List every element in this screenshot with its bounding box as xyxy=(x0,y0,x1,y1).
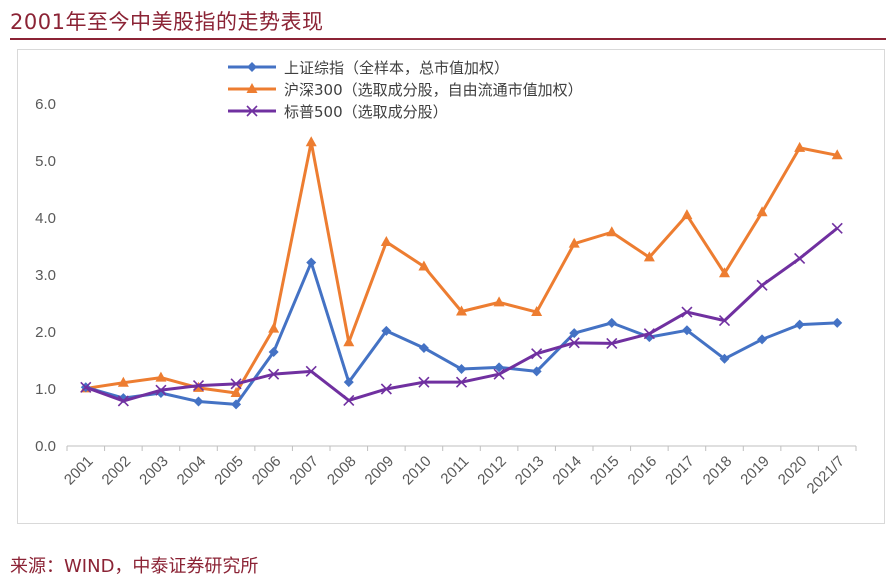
data-point xyxy=(531,306,543,317)
legend-entry: 沪深300（选取成分股，自由流通市值加权） xyxy=(284,81,583,99)
data-point xyxy=(719,353,730,364)
data-point xyxy=(531,348,543,360)
title-divider xyxy=(10,38,886,40)
data-point xyxy=(643,328,655,340)
data-point xyxy=(381,325,392,336)
y-tick-label: 2.0 xyxy=(35,324,56,341)
x-tick-label: 2001 xyxy=(61,453,97,489)
x-tick-label: 2005 xyxy=(211,453,247,489)
data-point xyxy=(494,362,505,373)
x-tick-label: 2014 xyxy=(549,453,585,489)
x-tick-label: 2002 xyxy=(99,453,135,489)
y-tick-label: 5.0 xyxy=(35,153,56,170)
data-point xyxy=(568,337,580,349)
data-point xyxy=(230,378,242,390)
y-tick-label: 3.0 xyxy=(35,267,56,284)
data-point xyxy=(268,322,280,333)
data-point xyxy=(418,342,429,353)
x-tick-label: 2016 xyxy=(625,453,661,489)
data-point xyxy=(418,376,430,388)
y-tick-label: 0.0 xyxy=(35,438,56,455)
data-point xyxy=(719,267,730,278)
data-point xyxy=(831,222,843,234)
data-point xyxy=(681,325,692,336)
x-tick-label: 2003 xyxy=(136,453,172,489)
data-point xyxy=(192,380,205,392)
x-tick-label: 2004 xyxy=(174,453,210,489)
data-point xyxy=(305,136,317,147)
x-tick-label: 2007 xyxy=(286,453,322,489)
x-tick-label: 2019 xyxy=(737,453,773,489)
page-title: 2001年至今中美股指的走势表现 xyxy=(10,10,324,34)
data-point xyxy=(155,384,167,396)
x-tick-label: 2013 xyxy=(512,453,548,489)
data-point xyxy=(531,366,542,377)
legend-marker xyxy=(246,105,258,117)
data-point xyxy=(568,237,580,248)
data-point xyxy=(117,395,129,407)
data-point xyxy=(756,279,768,291)
x-tick-label: 2021/7 xyxy=(804,453,848,497)
data-point xyxy=(832,317,843,328)
data-point xyxy=(569,328,580,339)
data-point xyxy=(681,306,693,318)
data-point xyxy=(794,141,806,152)
data-point xyxy=(117,376,129,387)
data-point xyxy=(231,399,242,410)
data-point xyxy=(643,251,655,262)
data-point xyxy=(606,317,617,328)
data-point xyxy=(456,305,467,316)
data-point xyxy=(757,334,768,345)
x-tick-label: 2018 xyxy=(700,453,736,489)
data-point xyxy=(606,226,618,237)
legend-marker xyxy=(247,62,257,72)
x-tick-label: 2006 xyxy=(249,453,285,489)
legend-marker xyxy=(246,83,258,93)
y-tick-label: 1.0 xyxy=(35,381,56,398)
chart-frame xyxy=(17,49,885,524)
source-note: 来源：WIND，中泰证券研究所 xyxy=(10,556,259,577)
data-point xyxy=(155,371,167,382)
y-tick-label: 6.0 xyxy=(35,96,56,113)
x-tick-label: 2010 xyxy=(399,453,435,489)
data-point xyxy=(305,365,317,377)
data-point xyxy=(606,337,618,349)
data-point xyxy=(380,235,392,246)
data-point xyxy=(794,319,805,330)
data-point xyxy=(193,396,204,407)
x-tick-label: 2012 xyxy=(474,453,510,489)
data-point xyxy=(306,257,317,268)
data-point xyxy=(794,252,806,265)
data-point xyxy=(268,346,279,357)
x-tick-label: 2008 xyxy=(324,453,360,489)
x-tick-label: 2015 xyxy=(587,453,623,489)
data-point xyxy=(456,364,467,375)
x-tick-label: 2011 xyxy=(437,453,472,488)
data-point xyxy=(80,381,92,393)
data-point xyxy=(418,260,430,271)
data-point xyxy=(230,386,242,397)
data-point xyxy=(493,368,505,380)
data-point xyxy=(268,368,280,380)
x-tick-label: 2017 xyxy=(662,453,698,489)
data-point xyxy=(343,394,355,406)
legend-entry: 上证综指（全样本，总市值加权） xyxy=(284,59,509,77)
x-tick-label: 2009 xyxy=(362,453,398,489)
data-point xyxy=(343,377,354,388)
data-point xyxy=(831,149,843,160)
data-point xyxy=(756,206,768,217)
y-tick-label: 4.0 xyxy=(35,210,56,227)
data-point xyxy=(455,376,468,388)
data-point xyxy=(718,315,731,327)
data-point xyxy=(380,383,392,395)
data-point xyxy=(493,296,505,307)
legend-entry: 标普500（选取成分股） xyxy=(284,103,448,121)
data-point xyxy=(681,209,693,220)
data-point xyxy=(343,336,355,347)
